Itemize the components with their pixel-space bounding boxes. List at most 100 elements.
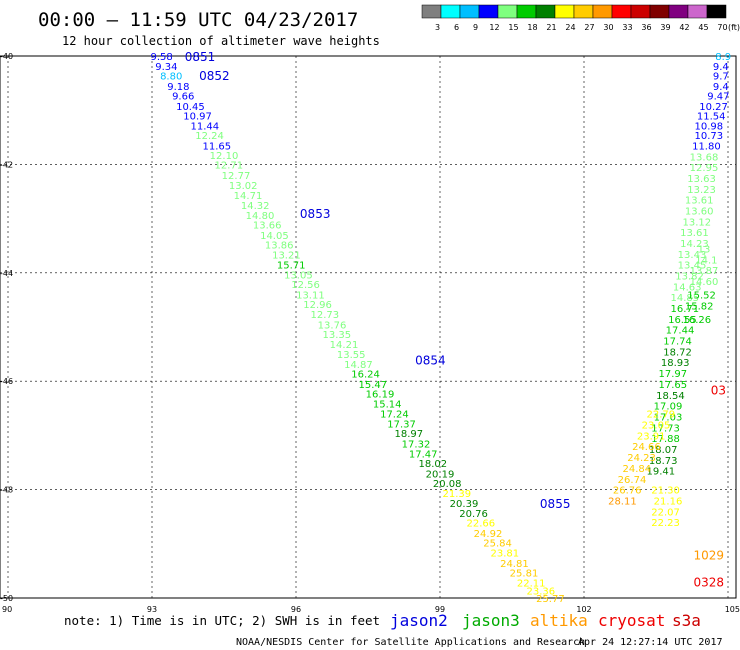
swh-value-label: 23.05: [642, 421, 671, 432]
swh-value-label: 14.1: [695, 255, 717, 266]
swh-value-label: 24.92: [474, 529, 503, 540]
swh-value-label: 12.56: [291, 280, 320, 291]
swh-value-label: 23.36: [526, 586, 555, 597]
color-bin-label: 15: [508, 23, 518, 32]
swh-value-label: 18.72: [663, 347, 692, 358]
color-bin-label: 18: [527, 23, 537, 32]
swh-value-label: 13.43: [678, 250, 707, 261]
plot-border: [0, 55, 737, 599]
color-bin-label: 39: [660, 23, 670, 32]
swh-value-label: 21.39: [442, 489, 471, 500]
color-swatch-24: [554, 4, 575, 19]
color-swatch-9: [459, 4, 480, 19]
swh-value-label: 13.82: [675, 272, 704, 283]
swh-value-label: 13.12: [682, 217, 711, 228]
swh-value-label: 10.97: [183, 112, 212, 123]
swh-value-label: 24.23: [627, 453, 656, 464]
swh-value-label: 9.4: [713, 82, 729, 93]
swh-value-label: 17.88: [651, 434, 680, 445]
satellite-legend-cryosat: cryosat: [598, 611, 665, 630]
swh-value-label: 24.81: [500, 559, 529, 570]
swh-value-label: 14.60: [690, 277, 719, 288]
swh-value-label: 18.97: [394, 429, 423, 440]
color-bin-label: 6: [454, 23, 459, 32]
swh-value-label: 13.61: [685, 196, 714, 207]
satellite-legend-s3a: s3a: [672, 611, 701, 630]
swh-value-label: 13.86: [265, 241, 294, 252]
swh-value-label: 9.7: [713, 72, 729, 83]
swh-value-label: 13.61: [680, 228, 709, 239]
color-bin-label: 30: [603, 23, 613, 32]
swh-value-label: 14.80: [246, 211, 275, 222]
swh-value-label: 16.24: [351, 370, 380, 381]
color-swatch-42: [668, 4, 689, 19]
swh-value-label: 13.60: [685, 206, 714, 217]
swh-value-label: 12.73: [310, 310, 339, 321]
swh-value-label: 13.55: [337, 350, 366, 361]
swh-value-label: 13.76: [318, 320, 347, 331]
swh-value-label: 18.07: [649, 445, 678, 456]
swh-value-label: 9.34: [155, 62, 177, 73]
color-bin-label: 24: [565, 23, 575, 32]
pass-id-label: 0852: [199, 69, 230, 83]
y-tick-label: -50: [0, 594, 13, 603]
swh-value-label: 9.47: [707, 92, 729, 103]
color-bin-label: 3: [435, 23, 440, 32]
swh-value-label: 13.02: [229, 181, 258, 192]
swh-value-label: 14.21: [330, 340, 359, 351]
y-axis-ticks: -40 -42 -44 -46 -48 -50: [0, 52, 13, 603]
swh-value-label: 11.54: [697, 112, 726, 123]
footer-note: note: 1) Time is in UTC; 2) SWH is in fe…: [64, 613, 380, 628]
swh-value-label: 17.09: [654, 402, 683, 413]
x-tick-label: 93: [147, 605, 157, 614]
swh-value-label: 13.05: [284, 270, 313, 281]
swh-value-label: 21.16: [654, 496, 683, 507]
swh-value-label: 15.82: [685, 301, 714, 312]
swh-value-label: 15.47: [358, 380, 387, 391]
pass-id-label: 0855: [540, 497, 571, 511]
pass-id-label: 0328: [694, 576, 725, 590]
swh-value-label: 11.65: [202, 141, 231, 152]
swh-value-label: 23.81: [490, 548, 519, 559]
x-tick-label: 99: [435, 605, 445, 614]
y-tick-label: -48: [0, 486, 13, 495]
chart-subtitle: 12 hour collection of altimeter wave hei…: [62, 34, 380, 48]
swh-value-label: 9.18: [167, 82, 189, 93]
pass-id-label: 0853: [300, 207, 331, 221]
color-bin-label: 42: [679, 23, 689, 32]
swh-value-label: 13.11: [296, 290, 325, 301]
swh-value-label: 16.71: [670, 304, 699, 315]
swh-value-label: 20.76: [459, 509, 488, 520]
y-tick-label: -46: [0, 377, 13, 386]
swh-value-label: 13.68: [690, 152, 719, 163]
swh-value-label: 20.39: [450, 499, 479, 510]
color-swatch-70: [706, 4, 727, 19]
swh-value-label: 15.14: [373, 399, 402, 410]
swh-value-label: 10.45: [176, 102, 205, 113]
swh-value-label: 8.9: [715, 52, 731, 63]
pass-id-label: 0854: [415, 354, 446, 368]
swh-value-label: 13.35: [322, 330, 351, 341]
swh-value-label: 14.71: [234, 191, 263, 202]
color-swatch-6: [440, 4, 461, 19]
swh-value-label: 17.37: [387, 419, 416, 430]
swh-value-label: 22.07: [651, 507, 680, 518]
swh-value-label: 9.66: [172, 92, 194, 103]
swh-value-label: 24.66: [632, 442, 661, 453]
swh-value-label: 9.4: [713, 62, 729, 73]
swh-value-label: 20.08: [433, 479, 462, 490]
swh-value-label: 12.96: [303, 300, 332, 311]
gridlines: [0, 55, 736, 599]
swh-value-label: 26.74: [618, 475, 647, 486]
swh-value-label: 12.71: [214, 160, 243, 171]
y-tick-label: -40: [0, 52, 13, 61]
swh-value-label: 14.05: [260, 231, 289, 242]
satellite-legend: jason2 jason3 altika cryosat s3a: [390, 611, 701, 630]
color-swatch-45: [687, 4, 708, 19]
swh-value-label: 12.24: [195, 131, 224, 142]
color-bin-label: 12: [489, 23, 499, 32]
color-scale-unit: (ft): [728, 23, 740, 32]
x-tick-label: 102: [576, 605, 591, 614]
swh-value-label: 13.21: [272, 250, 301, 261]
swh-value-label: 28.11: [608, 496, 637, 507]
